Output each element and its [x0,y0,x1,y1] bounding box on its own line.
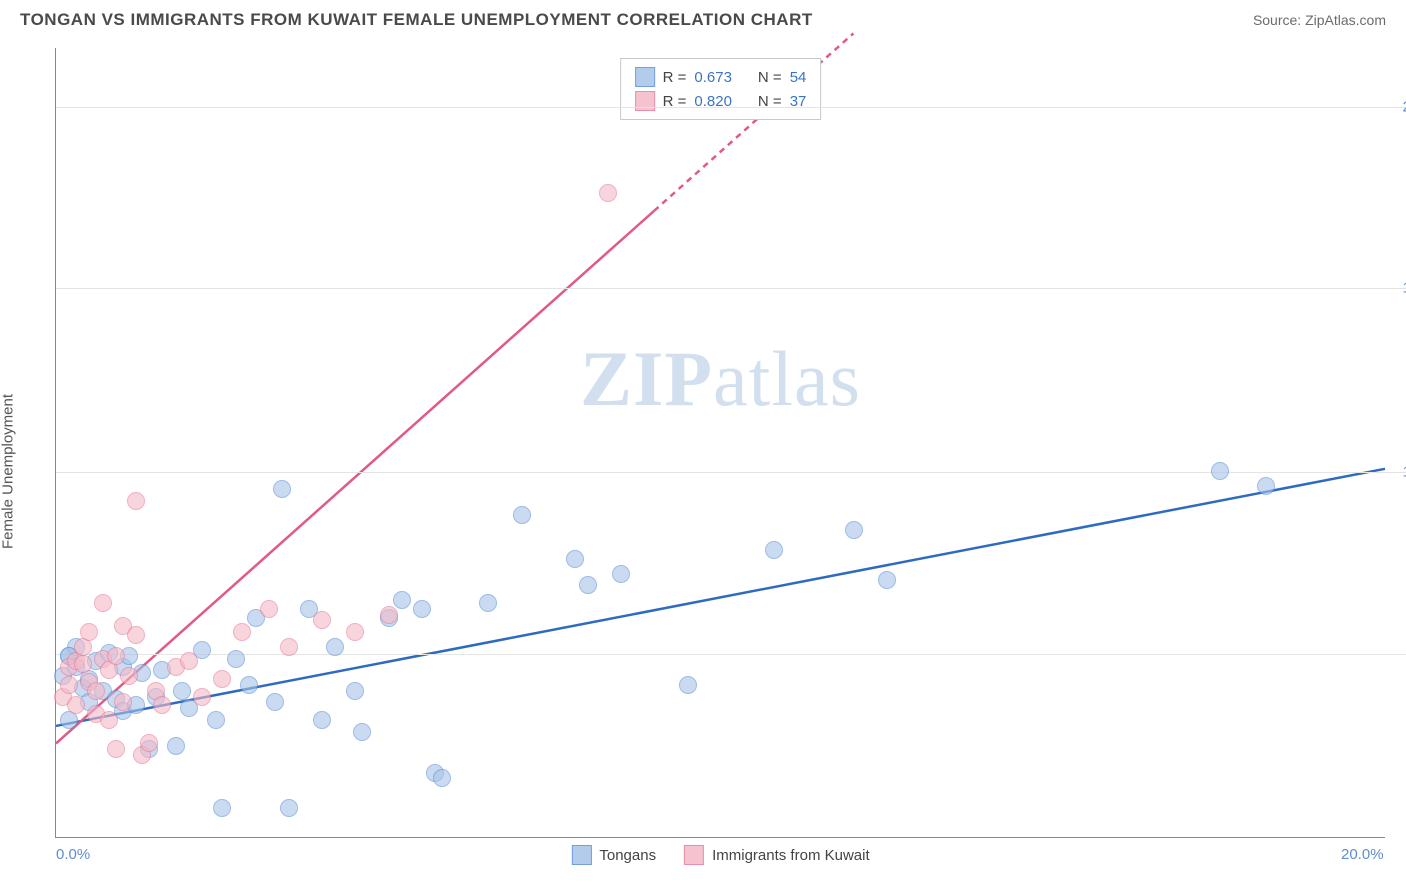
chart-header: TONGAN VS IMMIGRANTS FROM KUWAIT FEMALE … [0,0,1406,38]
data-point-tongans [227,650,245,668]
data-point-tongans [393,591,411,609]
gridline [56,288,1406,289]
legend-row-kuwait: R = 0.820 N = 37 [635,89,807,113]
data-point-kuwait [233,623,251,641]
n-value-tongans: 54 [790,69,807,86]
legend-item-tongans: Tongans [571,845,656,865]
data-point-kuwait [599,184,617,202]
gridline [56,654,1406,655]
data-point-kuwait [87,682,105,700]
data-point-kuwait [280,638,298,656]
chart-container: Female Unemployment ZIPatlas R = 0.673 N… [0,38,1406,888]
data-point-tongans [353,723,371,741]
x-tick-label: 0.0% [56,846,90,863]
chart-title: TONGAN VS IMMIGRANTS FROM KUWAIT FEMALE … [20,10,813,30]
data-point-tongans [240,676,258,694]
data-point-kuwait [120,667,138,685]
swatch-kuwait [635,91,655,111]
series-legend: Tongans Immigrants from Kuwait [571,845,869,865]
data-point-tongans [346,682,364,700]
data-point-kuwait [80,623,98,641]
data-point-tongans [679,676,697,694]
r-value-tongans: 0.673 [694,69,732,86]
data-point-kuwait [380,606,398,624]
data-point-tongans [479,594,497,612]
legend-row-tongans: R = 0.673 N = 54 [635,65,807,89]
data-point-kuwait [313,611,331,629]
data-point-tongans [413,600,431,618]
data-point-kuwait [67,696,85,714]
swatch-kuwait-bottom [684,845,704,865]
data-point-tongans [266,693,284,711]
data-point-kuwait [153,696,171,714]
data-point-kuwait [114,693,132,711]
series-name-tongans: Tongans [599,847,656,864]
data-point-tongans [878,571,896,589]
y-tick-label: 25.0% [1402,98,1406,115]
gridline [56,107,1406,108]
data-point-tongans [612,565,630,583]
data-point-kuwait [60,676,78,694]
data-point-kuwait [127,626,145,644]
data-point-tongans [513,506,531,524]
n-label: N = [758,69,782,86]
data-point-kuwait [100,711,118,729]
data-point-kuwait [74,655,92,673]
data-point-tongans [213,799,231,817]
data-point-tongans [326,638,344,656]
data-point-tongans [173,682,191,700]
data-point-kuwait [180,652,198,670]
data-point-kuwait [193,688,211,706]
y-tick-label: 18.8% [1402,279,1406,296]
data-point-kuwait [260,600,278,618]
gridline [56,472,1406,473]
correlation-legend: R = 0.673 N = 54 R = 0.820 N = 37 [620,58,822,120]
legend-item-kuwait: Immigrants from Kuwait [684,845,870,865]
data-point-tongans [1257,477,1275,495]
trend-lines [56,48,1385,837]
data-point-kuwait [127,492,145,510]
data-point-tongans [579,576,597,594]
data-point-tongans [313,711,331,729]
source-prefix: Source: [1253,12,1305,28]
data-point-kuwait [107,647,125,665]
series-name-kuwait: Immigrants from Kuwait [712,847,870,864]
plot-area: ZIPatlas R = 0.673 N = 54 R = 0.820 N = … [55,48,1385,838]
data-point-tongans [280,799,298,817]
swatch-tongans-bottom [571,845,591,865]
chart-source: Source: ZipAtlas.com [1253,12,1386,28]
x-tick-label: 20.0% [1341,846,1384,863]
swatch-tongans [635,67,655,87]
data-point-kuwait [94,594,112,612]
data-point-tongans [845,521,863,539]
data-point-kuwait [140,734,158,752]
data-point-tongans [765,541,783,559]
data-point-kuwait [107,740,125,758]
data-point-tongans [273,480,291,498]
data-point-tongans [207,711,225,729]
data-point-tongans [566,550,584,568]
data-point-kuwait [346,623,364,641]
data-point-tongans [1211,462,1229,480]
y-axis-label: Female Unemployment [0,394,17,549]
source-name: ZipAtlas.com [1305,12,1386,28]
r-label: R = [663,69,687,86]
data-point-kuwait [213,670,231,688]
data-point-tongans [167,737,185,755]
data-point-tongans [433,769,451,787]
y-tick-label: 12.5% [1402,464,1406,481]
